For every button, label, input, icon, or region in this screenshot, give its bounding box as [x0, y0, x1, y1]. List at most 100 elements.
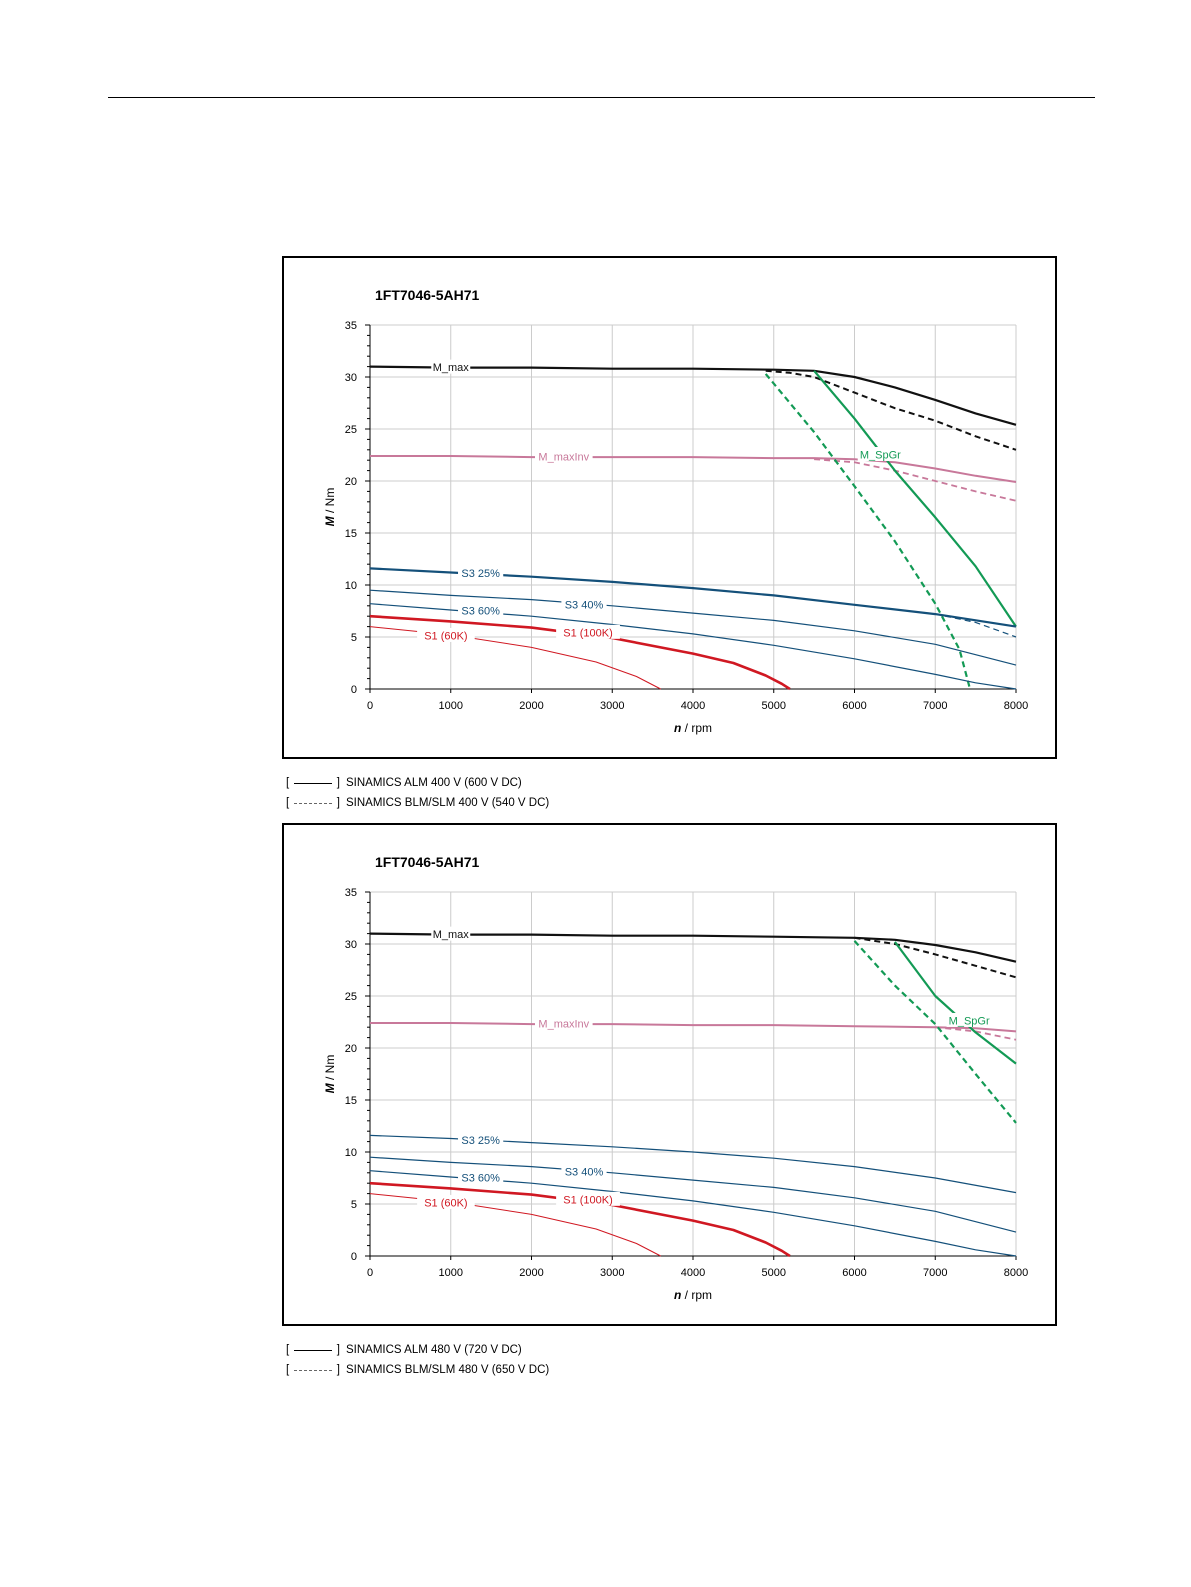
- s1-100k-series-line: [369, 1181, 791, 1258]
- y-tick-label: 10: [345, 580, 357, 592]
- curve-label-m-spgr: M_SpGr: [860, 450, 901, 462]
- s1-100k-series-line: [369, 614, 791, 691]
- curve-label-background: [556, 1191, 620, 1206]
- m-spgr-series-line: [813, 370, 1017, 628]
- y-tick-label: 30: [345, 939, 357, 951]
- chart-title: 1FT7046-5AH71: [375, 287, 479, 303]
- x-tick-label: 4000: [681, 700, 705, 712]
- curve-label-background: [417, 627, 475, 642]
- chart-panel-480v: 1FT7046-5AH71 0 1000 2000 3000 4000 5000 6000 70…: [282, 823, 1057, 1326]
- x-tick-label: 6000: [842, 1267, 866, 1279]
- legend-text-dashed: SINAMICS BLM/SLM 480 V (650 V DC): [346, 1364, 550, 1376]
- m-max-series-line: [369, 365, 1017, 426]
- y-axis-label: M / Nm: [323, 488, 337, 527]
- x-tick-label: 7000: [923, 700, 947, 712]
- curve-label-background: [431, 359, 471, 374]
- dashed-line-swatch: []: [286, 797, 340, 809]
- dashed-line-swatch: []: [286, 1364, 340, 1376]
- y-tick-label: 15: [345, 528, 357, 540]
- curve-label-background: [458, 1170, 504, 1184]
- curve-label-background: [946, 1012, 992, 1027]
- x-tick-label: 1000: [439, 1267, 463, 1279]
- curve-label-background: [535, 1016, 593, 1031]
- x-tick-label: 7000: [923, 1267, 947, 1279]
- y-tick-label: 20: [345, 476, 357, 488]
- pink-3-dashed-series-line: [814, 458, 1017, 502]
- curve-label-s1-100k: S1 (100K): [563, 1194, 613, 1206]
- curve-label-background: [431, 926, 471, 941]
- green-5-dashed-series-line: [764, 373, 972, 690]
- legend-row-dashed: [] SINAMICS BLM/SLM 480 V (650 V DC): [286, 1360, 549, 1380]
- y-axis-label: M / Nm: [323, 1055, 337, 1094]
- x-axis-label-symbol: n: [674, 1288, 681, 1302]
- x-tick-label: 8000: [1004, 1267, 1028, 1279]
- black-1-dashed-series-line: [765, 369, 1017, 451]
- torque-speed-chart-400v: 1FT7046-5AH71 0 1000 2000 3000 4000 5000 6000 70…: [323, 287, 1028, 735]
- curve-label-background: [561, 1163, 607, 1178]
- legend-row-solid: [] SINAMICS ALM 480 V (720 V DC): [286, 1340, 549, 1360]
- y-axis-label-unit: / Nm: [323, 488, 337, 517]
- legend-row-dashed: [] SINAMICS BLM/SLM 400 V (540 V DC): [286, 793, 549, 813]
- x-tick-label: 8000: [1004, 700, 1028, 712]
- curve-label-background: [417, 1194, 475, 1209]
- chart-annotations: M_max M_maxInv M_SpGr S3 25% S3 40% S3 60% S1 …: [417, 926, 992, 1209]
- y-tick-label: 35: [345, 320, 357, 332]
- page-top-rule: [108, 97, 1095, 98]
- m-maxinv-series-line: [370, 455, 1017, 483]
- s3-40-series-line: [369, 1156, 1017, 1233]
- curve-label-background: [561, 596, 607, 611]
- curve-label-s3-40: S3 40%: [565, 1166, 604, 1178]
- curve-label-s3-60: S3 60%: [461, 1173, 500, 1185]
- curve-label-m-max: M_max: [433, 929, 470, 941]
- curve-label-s3-40: S3 40%: [565, 599, 604, 611]
- y-axis-label-symbol: M: [323, 1082, 337, 1093]
- solid-line-swatch: []: [286, 1344, 340, 1356]
- curve-label-s1-60k: S1 (60K): [424, 630, 467, 642]
- legend-text-solid: SINAMICS ALM 400 V (600 V DC): [346, 777, 522, 789]
- curve-label-s3-60: S3 60%: [461, 606, 500, 618]
- curve-label-m-spgr: M_SpGr: [949, 1015, 990, 1027]
- x-tick-label: 6000: [842, 700, 866, 712]
- solid-line-swatch: []: [286, 777, 340, 789]
- x-tick-label: 3000: [600, 700, 624, 712]
- y-tick-label: 0: [351, 684, 357, 696]
- curve-label-background: [458, 565, 504, 580]
- legend-row-solid: [] SINAMICS ALM 400 V (600 V DC): [286, 773, 549, 793]
- curve-label-m-maxinv: M_maxInv: [538, 1019, 589, 1031]
- x-tick-label: 4000: [681, 1267, 705, 1279]
- y-tick-label: 5: [351, 632, 357, 644]
- legend-400v: [] SINAMICS ALM 400 V (600 V DC) [] SINA…: [286, 773, 549, 813]
- y-tick-label: 25: [345, 424, 357, 436]
- legend-text-solid: SINAMICS ALM 480 V (720 V DC): [346, 1344, 522, 1356]
- m-max-series-line: [369, 932, 1017, 963]
- chart-panel-400v: 1FT7046-5AH71 0 1000 2000 3000 4000 5000 6000 70…: [282, 256, 1057, 759]
- y-tick-label: 25: [345, 991, 357, 1003]
- y-axis-label-symbol: M: [323, 515, 337, 526]
- y-axis-label-unit: / Nm: [323, 1055, 337, 1084]
- chart-title: 1FT7046-5AH71: [375, 854, 479, 870]
- x-tick-label: 0: [367, 700, 373, 712]
- x-axis-label-symbol: n: [674, 721, 681, 735]
- x-tick-label: 5000: [762, 700, 786, 712]
- y-tick-label: 15: [345, 1095, 357, 1107]
- curve-label-background: [556, 624, 620, 639]
- x-tick-label: 3000: [600, 1267, 624, 1279]
- s3-40-series-line: [369, 589, 1017, 666]
- y-tick-label: 10: [345, 1147, 357, 1159]
- curve-label-background: [458, 1132, 504, 1147]
- x-tick-label: 1000: [439, 700, 463, 712]
- legend-text-dashed: SINAMICS BLM/SLM 400 V (540 V DC): [346, 797, 550, 809]
- y-tick-label: 5: [351, 1199, 357, 1211]
- x-axis-label: n / rpm: [674, 1288, 712, 1302]
- black-1-dashed-series-line: [854, 936, 1017, 979]
- curve-label-background: [535, 449, 593, 464]
- torque-speed-chart-480v: 1FT7046-5AH71 0 1000 2000 3000 4000 5000 6000 70…: [323, 854, 1028, 1302]
- curve-label-m-maxinv: M_maxInv: [538, 452, 589, 464]
- legend-480v: [] SINAMICS ALM 480 V (720 V DC) [] SINA…: [286, 1340, 549, 1380]
- curve-label-background: [458, 603, 504, 617]
- chart-annotations: M_max M_maxInv M_SpGr S3 25% S3 40% S3 60% S1 …: [417, 359, 903, 642]
- x-axis-label: n / rpm: [674, 721, 712, 735]
- x-tick-label: 0: [367, 1267, 373, 1279]
- x-axis-label-unit: / rpm: [681, 1288, 712, 1302]
- blue-7-dashed-series-line: [935, 613, 1017, 638]
